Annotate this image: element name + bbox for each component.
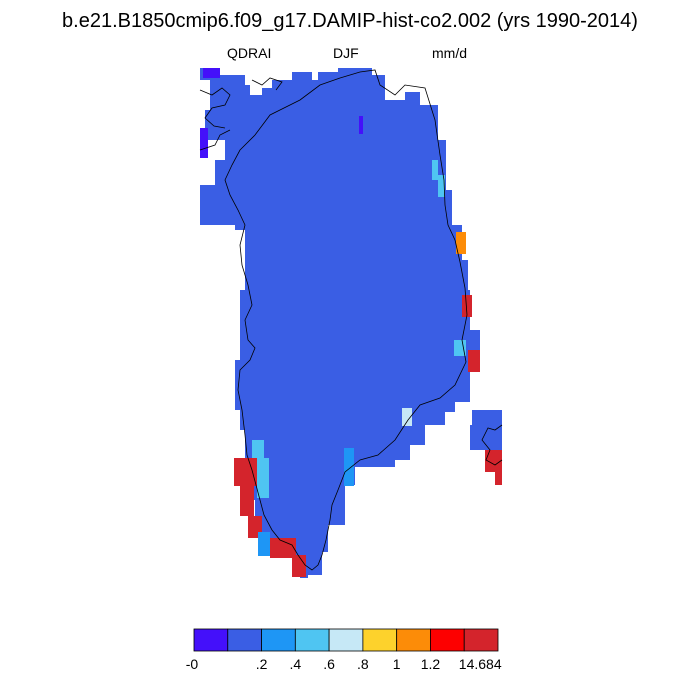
cell-orange-e [456, 232, 466, 254]
coastline-greenland [224, 69, 468, 571]
colorbar-label: .6 [323, 656, 335, 672]
cell-blue-sw [258, 532, 270, 556]
season-label: DJF [333, 45, 359, 61]
cell-red-sw4 [270, 538, 296, 558]
cell-paleblue-se [402, 408, 412, 426]
cell-red-sw2 [240, 486, 254, 516]
cell-red-e1 [462, 295, 472, 317]
coastline-southeast [481, 424, 503, 466]
map-cells-base [200, 68, 480, 578]
cell-blue-s [344, 448, 354, 486]
cell-purple-interior [359, 116, 363, 134]
colorbar-label: 14.684 [458, 656, 502, 672]
cell-red-sw1 [234, 458, 260, 486]
plot-title: b.e21.B1850cmip6.f09_g17.DAMIP-hist-co2.… [62, 10, 638, 32]
cell-red-se [485, 450, 502, 472]
cell-lightblue-sw2 [257, 458, 269, 498]
units-label: mm/d [432, 45, 467, 61]
colorbar-label: -0 [185, 656, 199, 672]
cell-red-sw5 [292, 555, 306, 577]
colorbar-label: .2 [255, 656, 268, 672]
cell-purple-w [200, 128, 208, 158]
cell-red-e2 [468, 350, 480, 372]
cell-lightblue-sw1 [252, 440, 264, 458]
colorbar-label: .8 [357, 656, 369, 672]
colorbar-label: 1 [392, 656, 401, 672]
cell-purple-nw [203, 68, 220, 78]
colorbar-label: 1.2 [420, 656, 441, 672]
cell-lightblue-e2 [438, 175, 445, 197]
cell-red-se2 [495, 470, 502, 485]
coastline-islands-nw [199, 77, 283, 151]
cell-lightblue-e1 [432, 160, 438, 180]
colorbar-label: .4 [289, 656, 302, 672]
variable-label: QDRAI [227, 45, 272, 61]
